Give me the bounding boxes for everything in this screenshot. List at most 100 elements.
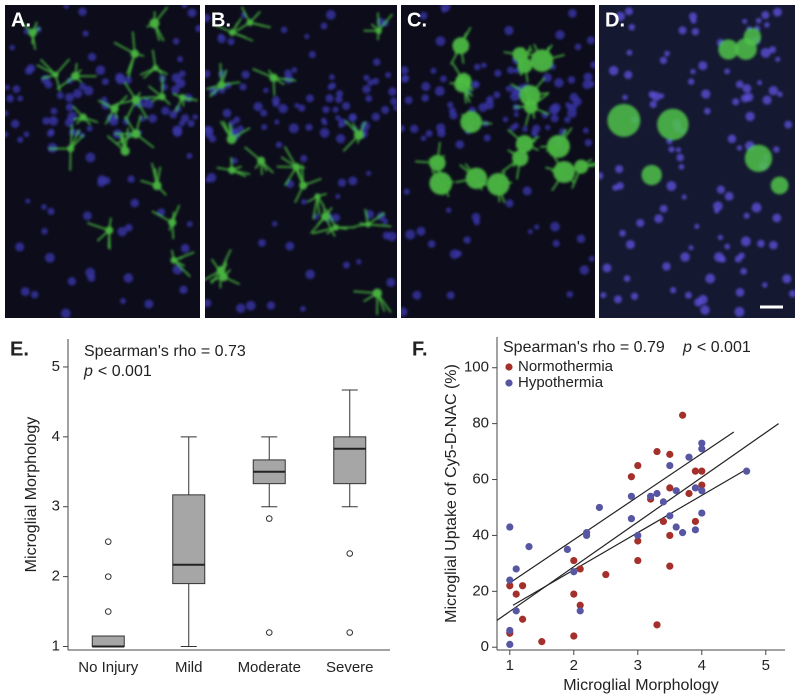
process xyxy=(580,158,593,168)
nucleus xyxy=(401,307,408,317)
x-axis-label: Microglial Morphology xyxy=(563,677,719,694)
nucleus xyxy=(205,177,211,183)
process xyxy=(32,27,41,34)
nucleus xyxy=(534,224,540,230)
nucleus xyxy=(703,107,711,115)
nucleus xyxy=(701,89,711,99)
process xyxy=(173,259,191,278)
nucleus xyxy=(144,299,154,309)
nucleus xyxy=(664,50,670,57)
nucleus xyxy=(42,117,50,125)
nucleus xyxy=(690,68,696,75)
process xyxy=(295,164,304,186)
nucleus xyxy=(675,147,681,153)
point xyxy=(576,601,584,609)
process xyxy=(220,69,228,86)
nucleus xyxy=(421,82,431,92)
microglia xyxy=(743,27,762,46)
nucleus xyxy=(471,212,481,222)
process xyxy=(351,122,360,136)
nucleus xyxy=(513,111,519,118)
y-axis-label: Microglial Morphology xyxy=(23,417,40,573)
legend-label: Normothermia xyxy=(518,358,614,375)
nucleus xyxy=(419,11,428,20)
nucleus xyxy=(122,118,130,125)
nucleus xyxy=(441,7,447,13)
nucleus xyxy=(67,276,77,286)
process xyxy=(74,75,83,83)
process xyxy=(126,53,136,75)
outlier xyxy=(346,629,354,636)
nucleus xyxy=(550,221,560,232)
nucleus xyxy=(449,249,460,260)
nucleus xyxy=(23,29,29,35)
nucleus xyxy=(565,102,571,108)
nucleus xyxy=(773,146,780,153)
nucleus xyxy=(187,119,195,128)
point xyxy=(743,467,751,475)
process xyxy=(529,92,550,97)
process xyxy=(461,84,471,103)
nucleus xyxy=(742,18,748,25)
micrograph xyxy=(5,5,200,318)
nucleus xyxy=(25,198,31,204)
process xyxy=(181,97,185,107)
nucleus xyxy=(82,30,89,37)
process xyxy=(171,249,175,261)
nucleus xyxy=(371,112,381,122)
process xyxy=(244,146,262,162)
nucleus xyxy=(218,33,224,39)
process xyxy=(156,166,162,186)
outlier xyxy=(265,515,273,522)
nucleus xyxy=(742,84,752,93)
nucleus xyxy=(555,30,565,40)
nucleus xyxy=(761,11,770,20)
x-tick-label: No Injury xyxy=(78,659,139,676)
nucleus xyxy=(82,211,92,221)
point xyxy=(653,447,661,456)
nucleus xyxy=(291,67,298,73)
nucleus xyxy=(714,208,720,214)
process xyxy=(503,51,520,56)
microglia xyxy=(770,176,789,195)
process xyxy=(254,160,262,170)
process xyxy=(153,6,169,24)
nucleus xyxy=(48,128,55,135)
nucleus xyxy=(388,87,397,96)
process xyxy=(324,207,333,218)
nucleus xyxy=(678,164,685,170)
point xyxy=(666,461,674,470)
nucleus xyxy=(241,70,250,79)
nucleus xyxy=(471,80,480,89)
nucleus xyxy=(169,110,178,119)
nucleus xyxy=(584,139,592,147)
nucleus xyxy=(676,153,684,162)
nucleus xyxy=(481,62,487,69)
nucleus xyxy=(367,79,374,86)
nucleus xyxy=(69,128,77,137)
panel-label: D. xyxy=(605,9,625,31)
process xyxy=(376,292,392,313)
point xyxy=(563,545,572,553)
nucleus xyxy=(483,134,491,142)
process xyxy=(463,121,472,127)
point xyxy=(506,576,514,584)
nucleus xyxy=(157,208,166,217)
process xyxy=(307,195,318,203)
nucleus xyxy=(659,204,668,213)
nucleus xyxy=(298,104,306,112)
nucleus xyxy=(688,245,694,251)
process xyxy=(155,67,168,76)
legend-marker xyxy=(505,379,513,387)
nucleus xyxy=(636,218,645,228)
nucleus xyxy=(404,96,413,105)
process xyxy=(415,160,438,164)
process xyxy=(173,259,186,267)
nucleus xyxy=(755,17,762,24)
nucleus xyxy=(691,28,700,36)
cells xyxy=(205,6,397,315)
process xyxy=(125,99,137,120)
nucleus xyxy=(275,141,283,148)
panel-label: F. xyxy=(412,338,428,360)
